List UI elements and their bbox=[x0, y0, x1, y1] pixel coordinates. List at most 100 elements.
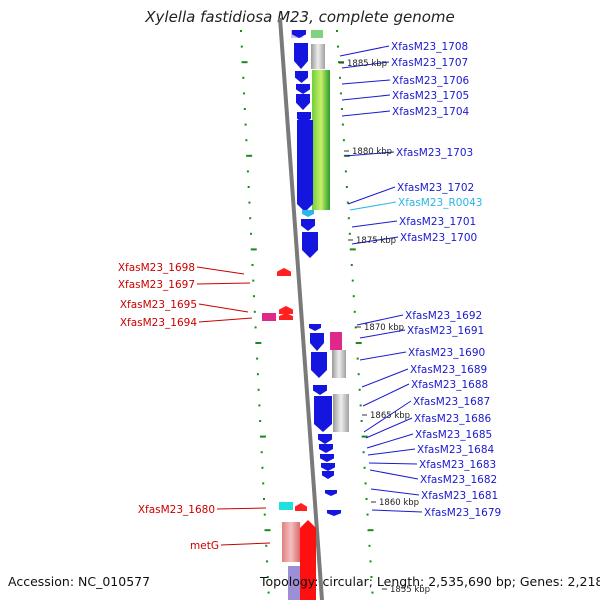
cds-arrow bbox=[320, 454, 334, 462]
cds-arrow bbox=[327, 510, 341, 516]
cds-arrow bbox=[309, 324, 321, 331]
gene-label: XfasM23_1687 bbox=[413, 396, 490, 408]
gene-label: XfasM23_1684 bbox=[417, 444, 495, 456]
gc-content-bar bbox=[311, 30, 323, 38]
gene-label: XfasM23_R0043 bbox=[398, 197, 482, 209]
gene-label: XfasM23_1685 bbox=[415, 429, 492, 441]
gene-label: metG bbox=[190, 540, 219, 552]
tick-mark bbox=[339, 92, 342, 95]
kbp-label: 1870 kbp bbox=[364, 323, 404, 333]
tick-mark bbox=[243, 92, 246, 95]
tick-mark bbox=[263, 513, 266, 516]
gc-content-bar bbox=[332, 350, 346, 378]
tick-mark bbox=[240, 30, 242, 32]
gene-leader-line bbox=[370, 488, 420, 496]
accession-text: Accession: NC_010577 bbox=[8, 574, 151, 589]
gene-leader-line bbox=[362, 383, 410, 407]
rna-arrow bbox=[302, 210, 314, 217]
kbp-label: 1860 kbp bbox=[379, 498, 419, 508]
cds-arrow bbox=[302, 232, 318, 258]
gene-leader-line bbox=[371, 509, 423, 513]
tick-mark bbox=[358, 388, 361, 391]
gene-leader-line bbox=[341, 94, 391, 101]
tick-mark bbox=[336, 45, 339, 48]
tick-mark bbox=[341, 123, 344, 126]
gene-label: XfasM23_1682 bbox=[420, 474, 497, 486]
tick-mark bbox=[254, 326, 257, 329]
tick-mark bbox=[260, 451, 263, 454]
cds-arrow bbox=[294, 43, 308, 69]
cds-arrow bbox=[277, 268, 291, 276]
tick-mark bbox=[249, 232, 252, 235]
gene-label: XfasM23_1700 bbox=[400, 232, 477, 244]
tick-mark bbox=[337, 61, 344, 64]
map-title: Xylella fastidiosa M23, complete genome bbox=[145, 8, 455, 26]
kbp-label: 1875 kbp bbox=[356, 236, 396, 246]
tick-mark bbox=[361, 435, 368, 438]
tick-mark bbox=[241, 61, 248, 64]
tick-mark bbox=[265, 544, 268, 547]
cds-arrow bbox=[322, 471, 334, 479]
tick-mark bbox=[245, 139, 248, 142]
gc-content-bar bbox=[288, 566, 302, 600]
tick-mark bbox=[246, 170, 249, 173]
gene-leader-line bbox=[198, 317, 253, 323]
tick-mark bbox=[345, 186, 348, 188]
gene-label: XfasM23_1681 bbox=[421, 490, 498, 502]
tick-mark bbox=[251, 264, 254, 266]
cds-arrow bbox=[318, 434, 332, 444]
cds-arrow bbox=[300, 520, 316, 600]
gene-label: XfasM23_1695 bbox=[120, 299, 197, 311]
cds-arrow bbox=[295, 503, 307, 511]
gene-label: XfasM23_1686 bbox=[414, 413, 492, 425]
gc-content-bar bbox=[282, 522, 300, 562]
gene-label: XfasM23_1679 bbox=[424, 507, 501, 519]
tick-mark bbox=[363, 466, 366, 469]
tick-mark bbox=[370, 576, 373, 578]
gene-label: XfasM23_1704 bbox=[392, 106, 470, 118]
gene-label: XfasM23_1701 bbox=[399, 216, 476, 228]
gene-leader-line bbox=[351, 220, 398, 228]
cds-arrow bbox=[262, 313, 276, 321]
cds-arrow bbox=[313, 385, 327, 395]
cds-arrow bbox=[279, 306, 293, 314]
gene-label: XfasM23_1689 bbox=[410, 364, 487, 376]
tick-mark bbox=[344, 170, 347, 173]
tick-mark bbox=[256, 373, 259, 376]
tick-mark bbox=[362, 451, 365, 454]
tick-mark bbox=[244, 123, 247, 126]
tick-mark bbox=[252, 279, 255, 282]
gene-label: XfasM23_1690 bbox=[408, 347, 485, 359]
tick-mark bbox=[247, 186, 250, 188]
tick-mark bbox=[340, 108, 343, 110]
gene-leader-line bbox=[349, 201, 397, 211]
cds-arrow bbox=[295, 71, 308, 83]
gene-leader-line bbox=[359, 351, 407, 361]
gene-leader-line bbox=[220, 542, 271, 546]
topology-text: Topology: circular; Length: 2,535,690 bp… bbox=[260, 574, 600, 589]
tick-mark bbox=[360, 420, 363, 422]
tick-mark bbox=[371, 591, 374, 594]
tick-mark bbox=[352, 295, 355, 298]
gene-leader-line bbox=[339, 45, 390, 57]
gene-leader-line bbox=[341, 110, 391, 117]
gene-leader-line bbox=[369, 469, 419, 480]
kbp-label: 1880 kbp bbox=[352, 147, 392, 157]
gene-leader-line bbox=[341, 61, 390, 69]
tick-mark bbox=[248, 201, 251, 204]
gene-label: XfasM23_1683 bbox=[419, 459, 496, 471]
tick-mark bbox=[354, 326, 357, 329]
tick-mark bbox=[347, 217, 350, 220]
tick-mark bbox=[259, 435, 266, 438]
tick-mark bbox=[256, 357, 259, 360]
tick-mark bbox=[349, 248, 356, 251]
tick-mark bbox=[357, 373, 360, 376]
cds-arrow bbox=[296, 94, 310, 110]
tick-mark bbox=[267, 591, 270, 594]
tick-mark bbox=[346, 201, 349, 204]
tick-mark bbox=[368, 544, 371, 547]
tick-mark bbox=[243, 108, 246, 110]
tick-mark bbox=[262, 498, 265, 500]
cds-arrow bbox=[279, 313, 293, 320]
